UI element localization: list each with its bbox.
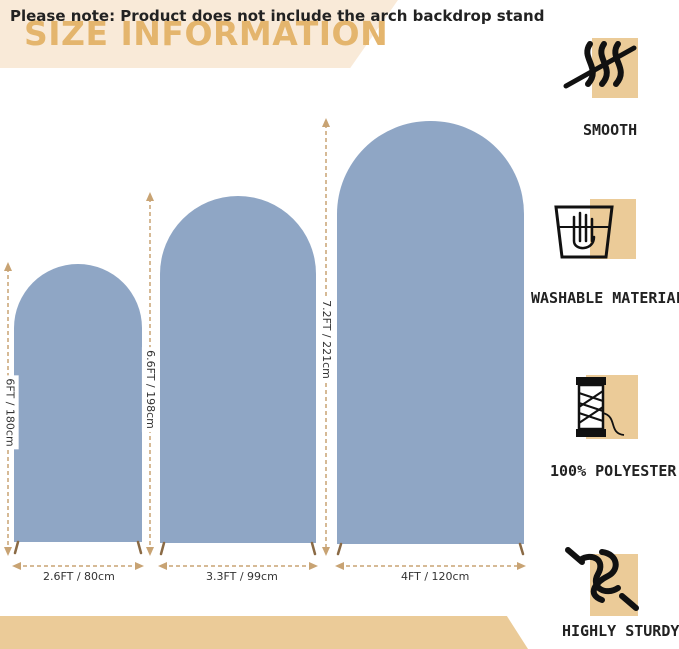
page-title: SIZE INFORMATION [24,14,389,53]
feature-polyester-label: 100% POLYESTER [550,462,677,480]
feature-polyester [568,373,648,439]
header-banner [0,0,398,68]
feature-sturdy-label: HIGHLY STURDY [562,622,679,640]
polyester-icon [576,375,638,439]
note-banner [0,616,528,649]
arch-large [337,121,524,544]
feature-sturdy [562,534,642,616]
arch-small-height-label: 6FT / 180cm [1,375,19,450]
feature-smooth-label: SMOOTH [583,121,638,139]
washable-icon [554,199,636,259]
arch-medium [160,196,316,543]
feature-washable [552,197,636,261]
arch-large-width-label: 4FT / 120cm [398,570,473,583]
feature-washable-label: WASHABLE MATERIAL [531,289,679,307]
arch-medium-width-label: 3.3FT / 99cm [203,570,281,583]
sturdy-icon [565,547,639,616]
arch-large-height-label: 7.2FT / 221cm [317,297,335,382]
arch-small-width-label: 2.6FT / 80cm [40,570,118,583]
feature-smooth [560,36,640,100]
arch-medium-height-label: 6.6FT / 198cm [141,347,159,432]
arch-small [14,264,142,542]
smooth-icon [563,38,638,98]
note-text: Please note: Product does not include th… [10,7,545,25]
